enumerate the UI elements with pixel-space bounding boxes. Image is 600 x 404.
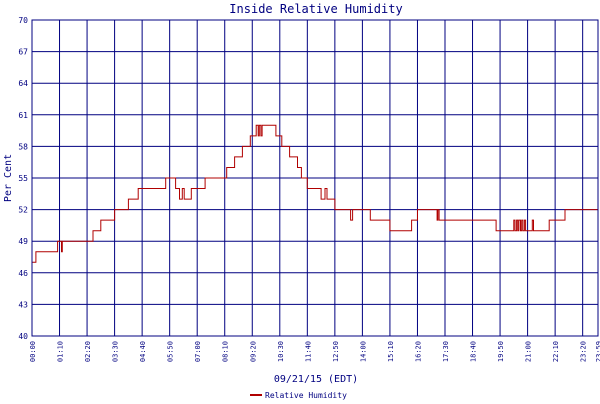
x-tick-label: 00:00 (29, 341, 37, 362)
x-tick-label: 08:10 (222, 341, 230, 362)
x-tick-label: 04:40 (139, 341, 147, 362)
y-tick-label: 70 (18, 16, 28, 25)
x-tick-label: 14:00 (359, 341, 367, 362)
y-axis-label: Per Cent (3, 154, 14, 202)
y-tick-label: 46 (18, 269, 28, 278)
legend: Relative Humidity (250, 391, 347, 400)
x-tick-label: 01:10 (57, 341, 65, 362)
chart-title: Inside Relative Humidity (229, 2, 402, 16)
y-tick-label: 43 (18, 300, 28, 309)
x-axis-label: 09/21/15 (EDT) (274, 374, 358, 385)
x-tick-label: 18:40 (470, 341, 478, 362)
x-tick-label: 12:50 (332, 341, 340, 362)
y-tick-label: 61 (18, 111, 28, 120)
x-tick-label: 16:20 (414, 341, 422, 362)
y-tick-label: 55 (18, 174, 28, 183)
x-tick-label: 23:20 (580, 341, 588, 362)
x-tick-label: 17:30 (442, 341, 450, 362)
y-tick-label: 64 (18, 79, 28, 88)
x-tick-label: 11:40 (304, 341, 312, 362)
x-tick-label: 22:10 (552, 341, 560, 362)
plot-frame (31, 19, 599, 337)
y-tick-label: 58 (18, 142, 28, 151)
x-tick-label: 02:20 (84, 341, 92, 362)
legend-label: Relative Humidity (265, 391, 347, 400)
y-tick-labels: 40 43 46 49 52 55 58 61 64 67 70 (18, 16, 28, 341)
grid-lines (31, 19, 599, 337)
x-tick-label: 10:30 (277, 341, 285, 362)
series-line-0 (32, 124, 598, 263)
x-tick-label: 05:50 (167, 341, 175, 362)
series-layer (32, 124, 598, 263)
y-tick-label: 67 (18, 48, 28, 57)
x-tick-label: 07:00 (194, 341, 202, 362)
x-tick-label: 09:20 (249, 341, 257, 362)
x-tick-label: 23:59 (595, 341, 600, 362)
y-tick-label: 49 (18, 237, 28, 246)
x-tick-label: 15:10 (387, 341, 395, 362)
y-tick-label: 40 (18, 332, 28, 341)
x-tick-labels: 00:00 01:10 02:20 03:30 04:40 05:50 07:00 08:10… (29, 341, 600, 362)
x-tick-label: 21:00 (525, 341, 533, 362)
x-tick-label: 19:50 (497, 341, 505, 362)
y-tick-label: 52 (18, 206, 28, 215)
x-tick-label: 03:30 (112, 341, 120, 362)
